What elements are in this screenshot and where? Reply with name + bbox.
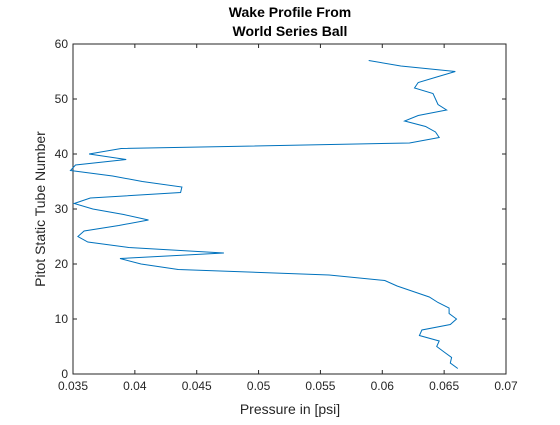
- y-tick-label: 40: [55, 147, 69, 161]
- x-tick-label: 0.04: [123, 379, 147, 393]
- y-tick-label: 30: [55, 202, 69, 216]
- chart-title-line-1: Wake Profile From: [229, 4, 351, 20]
- x-tick-label: 0.035: [58, 379, 88, 393]
- x-tick-label: 0.045: [182, 379, 212, 393]
- series-line: [69, 60, 459, 369]
- plot-area: 0.035 0.04 0.045 0.05 0.055 0.06 0.065 0.07 0 10 2…: [55, 37, 518, 393]
- x-tick-label: 0.05: [247, 379, 271, 393]
- y-tick-label: 60: [55, 37, 69, 51]
- y-axis-label: Pitot Static Tube Number: [32, 131, 48, 287]
- y-tick-label: 20: [55, 257, 69, 271]
- x-tick-label: 0.055: [305, 379, 335, 393]
- x-tick-label: 0.07: [494, 379, 518, 393]
- y-tick-label: 50: [55, 92, 69, 106]
- axes-box: [72, 43, 507, 375]
- y-tick-label: 10: [55, 312, 69, 326]
- y-tick-label: 0: [61, 367, 68, 381]
- x-axis-label: Pressure in [psi]: [240, 401, 340, 417]
- chart-title-line-2: World Series Ball: [233, 23, 348, 39]
- x-tick-label: 0.06: [371, 379, 395, 393]
- x-tick-label: 0.065: [429, 379, 459, 393]
